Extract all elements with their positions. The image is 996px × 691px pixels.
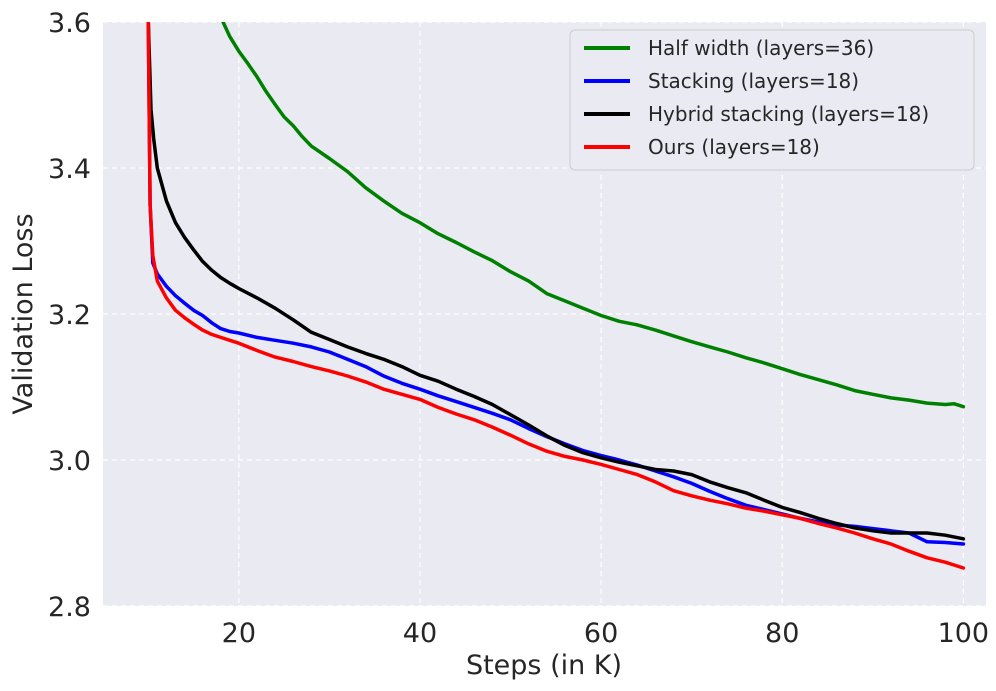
y-tick-label: 3.0 <box>48 446 91 477</box>
x-axis-label: Steps (in K) <box>466 650 622 681</box>
x-tick-label: 80 <box>765 618 799 649</box>
legend-label: Stacking (layers=18) <box>648 69 859 93</box>
y-tick-label: 3.2 <box>48 300 91 331</box>
x-tick-label: 40 <box>403 618 437 649</box>
series-line-4 <box>146 22 966 570</box>
legend-label: Hybrid stacking (layers=18) <box>648 102 929 126</box>
y-axis-label: Validation Loss <box>8 213 39 414</box>
legend-label: Half width (layers=36) <box>648 36 874 60</box>
legend: Half width (layers=36) Stacking (layers=1… <box>569 29 975 171</box>
x-axis-ticks: 20 40 60 80 100 <box>222 618 989 649</box>
y-tick-label: 3.4 <box>48 154 91 185</box>
legend-label: Ours (layers=18) <box>648 135 820 159</box>
y-tick-label: 3.6 <box>48 8 91 39</box>
series-line-3 <box>146 22 966 541</box>
x-tick-label: 20 <box>222 618 256 649</box>
x-tick-label: 100 <box>938 618 990 649</box>
legend-box <box>569 29 975 171</box>
y-axis-ticks: 2.8 3.0 3.2 3.4 3.6 <box>48 8 91 623</box>
series-line-1 <box>221 22 966 409</box>
y-tick-label: 2.8 <box>48 592 91 623</box>
series-layer <box>146 22 966 570</box>
x-tick-label: 60 <box>584 618 618 649</box>
